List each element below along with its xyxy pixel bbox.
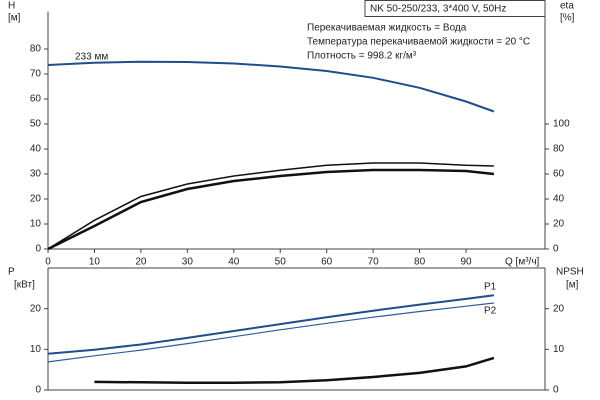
chart-title: NK 50-250/233, 3*400 V, 50Hz xyxy=(370,4,506,15)
y2-tick-label: 40 xyxy=(553,194,565,205)
x-tick-label: 60 xyxy=(321,257,333,268)
x-tick-label: 50 xyxy=(275,257,287,268)
y-tick-label: 20 xyxy=(30,303,42,314)
x-tick-label: 30 xyxy=(182,257,194,268)
series-line xyxy=(94,356,495,384)
x-axis-label: Q [м³/ч] xyxy=(505,257,540,268)
y-tick-label: 80 xyxy=(30,44,42,55)
y-tick-label: 40 xyxy=(30,144,42,155)
y-tick-label: 60 xyxy=(30,94,42,105)
x-tick-label: 10 xyxy=(89,257,101,268)
series-line xyxy=(47,294,495,355)
y-axis-label: P xyxy=(8,267,15,278)
x-tick-label: 40 xyxy=(228,257,240,268)
y-tick-label: 0 xyxy=(35,385,41,396)
annotation: Перекачиваемая жидкость = Вода xyxy=(307,23,467,34)
series-line xyxy=(47,60,495,113)
y-tick-label: 50 xyxy=(30,119,42,130)
y-tick-label: 30 xyxy=(30,169,42,180)
y2-axis-unit: [%] xyxy=(560,13,575,24)
y2-tick-label: 20 xyxy=(553,219,565,230)
y2-tick-label: 20 xyxy=(553,303,565,314)
y-axis-unit: [кВт] xyxy=(14,280,35,291)
x-tick-label: 80 xyxy=(414,257,426,268)
y-tick-label: 20 xyxy=(30,194,42,205)
x-tick-label: 70 xyxy=(368,257,380,268)
y-tick-label: 0 xyxy=(35,244,41,255)
y2-tick-label: 10 xyxy=(553,344,565,355)
y2-axis-label: NPSH xyxy=(556,267,584,278)
y2-tick-label: 80 xyxy=(553,144,565,155)
series-line xyxy=(47,168,495,251)
y2-axis-unit: [м] xyxy=(566,280,579,291)
y-tick-label: 10 xyxy=(30,219,42,230)
y-axis-label: H xyxy=(8,1,15,12)
y2-tick-label: 60 xyxy=(553,169,565,180)
y2-tick-label: 0 xyxy=(553,385,559,396)
x-tick-label: 20 xyxy=(135,257,147,268)
x-tick-label: 90 xyxy=(460,257,472,268)
series-label: P1 xyxy=(484,282,497,293)
x-tick-label: 0 xyxy=(45,257,51,268)
y-tick-label: 10 xyxy=(30,344,42,355)
y2-tick-label: 100 xyxy=(553,119,570,130)
series-line xyxy=(47,302,494,363)
series-line xyxy=(47,162,494,250)
series-label: 233 мм xyxy=(75,52,108,63)
y-axis-unit: [м] xyxy=(8,13,21,24)
title-box xyxy=(364,0,546,17)
annotation: Температура перекачиваемой жидкости = 20… xyxy=(307,37,530,48)
y2-axis-label: eta xyxy=(560,1,574,12)
annotation: Плотность = 998.2 кг/м³ xyxy=(307,51,417,62)
y2-tick-label: 0 xyxy=(553,244,559,255)
series-label: P2 xyxy=(484,306,497,317)
y-tick-label: 70 xyxy=(30,69,42,80)
